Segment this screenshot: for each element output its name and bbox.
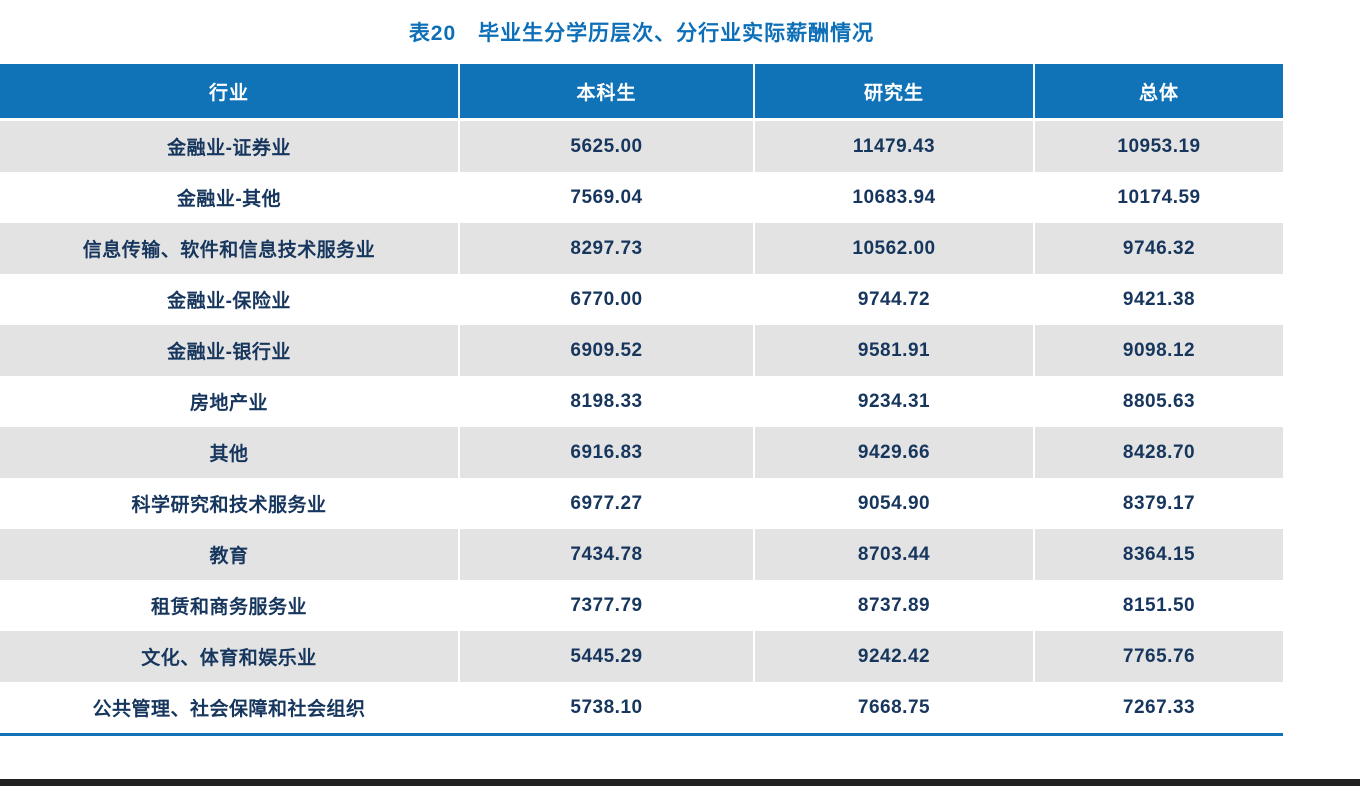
cell-overall: 8379.17 bbox=[1033, 478, 1283, 529]
cell-graduate: 8737.89 bbox=[753, 580, 1033, 631]
cell-industry: 租赁和商务服务业 bbox=[0, 580, 458, 631]
bottom-edge-bar bbox=[0, 779, 1360, 786]
cell-graduate: 9242.42 bbox=[753, 631, 1033, 682]
cell-bachelor: 5738.10 bbox=[458, 682, 753, 733]
salary-table: 行业 本科生 研究生 总体 金融业-证券业 5625.00 11479.43 1… bbox=[0, 64, 1283, 736]
table-row: 房地产业 8198.33 9234.31 8805.63 bbox=[0, 376, 1283, 427]
cell-graduate: 9429.66 bbox=[753, 427, 1033, 478]
cell-overall: 8364.15 bbox=[1033, 529, 1283, 580]
cell-industry: 其他 bbox=[0, 427, 458, 478]
cell-bachelor: 5625.00 bbox=[458, 121, 753, 172]
cell-graduate: 8703.44 bbox=[753, 529, 1033, 580]
cell-bachelor: 8297.73 bbox=[458, 223, 753, 274]
cell-overall: 8805.63 bbox=[1033, 376, 1283, 427]
cell-industry: 金融业-其他 bbox=[0, 172, 458, 223]
cell-graduate: 9234.31 bbox=[753, 376, 1033, 427]
cell-industry: 金融业-保险业 bbox=[0, 274, 458, 325]
report-page: 表20 毕业生分学历层次、分行业实际薪酬情况 行业 本科生 研究生 总体 金融业… bbox=[0, 22, 1283, 736]
cell-overall: 9421.38 bbox=[1033, 274, 1283, 325]
cell-bachelor: 6977.27 bbox=[458, 478, 753, 529]
table-row: 金融业-证券业 5625.00 11479.43 10953.19 bbox=[0, 121, 1283, 172]
cell-bachelor: 7569.04 bbox=[458, 172, 753, 223]
cell-overall: 7765.76 bbox=[1033, 631, 1283, 682]
table-row: 金融业-保险业 6770.00 9744.72 9421.38 bbox=[0, 274, 1283, 325]
cell-bachelor: 6916.83 bbox=[458, 427, 753, 478]
table-row: 教育 7434.78 8703.44 8364.15 bbox=[0, 529, 1283, 580]
cell-bachelor: 7434.78 bbox=[458, 529, 753, 580]
table-row: 租赁和商务服务业 7377.79 8737.89 8151.50 bbox=[0, 580, 1283, 631]
cell-graduate: 10683.94 bbox=[753, 172, 1033, 223]
cell-overall: 8151.50 bbox=[1033, 580, 1283, 631]
table-row: 金融业-银行业 6909.52 9581.91 9098.12 bbox=[0, 325, 1283, 376]
cell-graduate: 7668.75 bbox=[753, 682, 1033, 733]
table-title: 表20 毕业生分学历层次、分行业实际薪酬情况 bbox=[408, 22, 875, 45]
cell-graduate: 9054.90 bbox=[753, 478, 1033, 529]
cell-industry: 教育 bbox=[0, 529, 458, 580]
col-header-graduate: 研究生 bbox=[753, 64, 1033, 121]
cell-overall: 9746.32 bbox=[1033, 223, 1283, 274]
cell-graduate: 9744.72 bbox=[753, 274, 1033, 325]
table-row: 其他 6916.83 9429.66 8428.70 bbox=[0, 427, 1283, 478]
table-row: 科学研究和技术服务业 6977.27 9054.90 8379.17 bbox=[0, 478, 1283, 529]
cell-overall: 7267.33 bbox=[1033, 682, 1283, 733]
cell-industry: 金融业-证券业 bbox=[0, 121, 458, 172]
cell-overall: 10953.19 bbox=[1033, 121, 1283, 172]
cell-graduate: 11479.43 bbox=[753, 121, 1033, 172]
cell-graduate: 9581.91 bbox=[753, 325, 1033, 376]
cell-overall: 9098.12 bbox=[1033, 325, 1283, 376]
cell-industry: 科学研究和技术服务业 bbox=[0, 478, 458, 529]
col-header-bachelor: 本科生 bbox=[458, 64, 753, 121]
table-row: 文化、体育和娱乐业 5445.29 9242.42 7765.76 bbox=[0, 631, 1283, 682]
table-row: 信息传输、软件和信息技术服务业 8297.73 10562.00 9746.32 bbox=[0, 223, 1283, 274]
cell-industry: 房地产业 bbox=[0, 376, 458, 427]
cell-bachelor: 8198.33 bbox=[458, 376, 753, 427]
cell-overall: 10174.59 bbox=[1033, 172, 1283, 223]
cell-overall: 8428.70 bbox=[1033, 427, 1283, 478]
cell-industry: 信息传输、软件和信息技术服务业 bbox=[0, 223, 458, 274]
cell-bachelor: 6909.52 bbox=[458, 325, 753, 376]
col-header-overall: 总体 bbox=[1033, 64, 1283, 121]
cell-industry: 公共管理、社会保障和社会组织 bbox=[0, 682, 458, 733]
col-header-industry: 行业 bbox=[0, 64, 458, 121]
cell-industry: 文化、体育和娱乐业 bbox=[0, 631, 458, 682]
cell-graduate: 10562.00 bbox=[753, 223, 1033, 274]
cell-bachelor: 7377.79 bbox=[458, 580, 753, 631]
cell-bachelor: 6770.00 bbox=[458, 274, 753, 325]
cell-industry: 金融业-银行业 bbox=[0, 325, 458, 376]
cell-bachelor: 5445.29 bbox=[458, 631, 753, 682]
header-row: 行业 本科生 研究生 总体 bbox=[0, 64, 1283, 121]
table-row: 公共管理、社会保障和社会组织 5738.10 7668.75 7267.33 bbox=[0, 682, 1283, 733]
table-row: 金融业-其他 7569.04 10683.94 10174.59 bbox=[0, 172, 1283, 223]
